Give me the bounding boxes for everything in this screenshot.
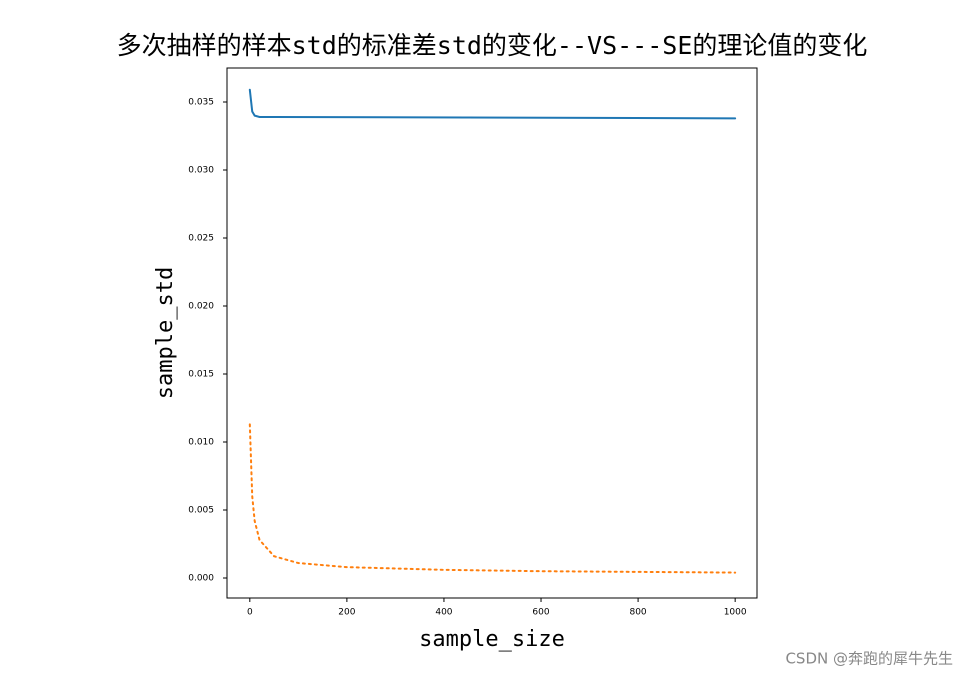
series-line bbox=[248, 88, 737, 120]
watermark: CSDN @奔跑的犀牛先生 bbox=[785, 650, 953, 668]
x-axis-label: sample_size bbox=[419, 627, 565, 652]
x-tick-label: 200 bbox=[338, 608, 355, 618]
x-tick-label: 400 bbox=[435, 608, 452, 618]
y-tick-label: 0.015 bbox=[188, 370, 214, 380]
series-line bbox=[248, 423, 737, 574]
y-tick-label: 0.035 bbox=[188, 98, 214, 108]
x-tick-label: 1000 bbox=[724, 608, 747, 618]
y-tick-label: 0.025 bbox=[188, 234, 214, 244]
y-axis-label: sample_std bbox=[153, 267, 178, 399]
y-tick-label: 0.010 bbox=[188, 438, 214, 448]
plot-frame bbox=[226, 67, 758, 599]
y-tick-label: 0.020 bbox=[188, 302, 214, 312]
x-tick-label: 800 bbox=[629, 608, 646, 618]
y-tick-label: 0.000 bbox=[188, 574, 214, 584]
chart-title: 多次抽样的样本std的标准差std的变化--VS---SE的理论值的变化 bbox=[117, 31, 868, 60]
y-tick-label: 0.030 bbox=[188, 166, 214, 176]
x-tick-label: 0 bbox=[247, 608, 253, 618]
y-tick-label: 0.005 bbox=[188, 506, 214, 516]
x-tick-label: 600 bbox=[532, 608, 549, 618]
